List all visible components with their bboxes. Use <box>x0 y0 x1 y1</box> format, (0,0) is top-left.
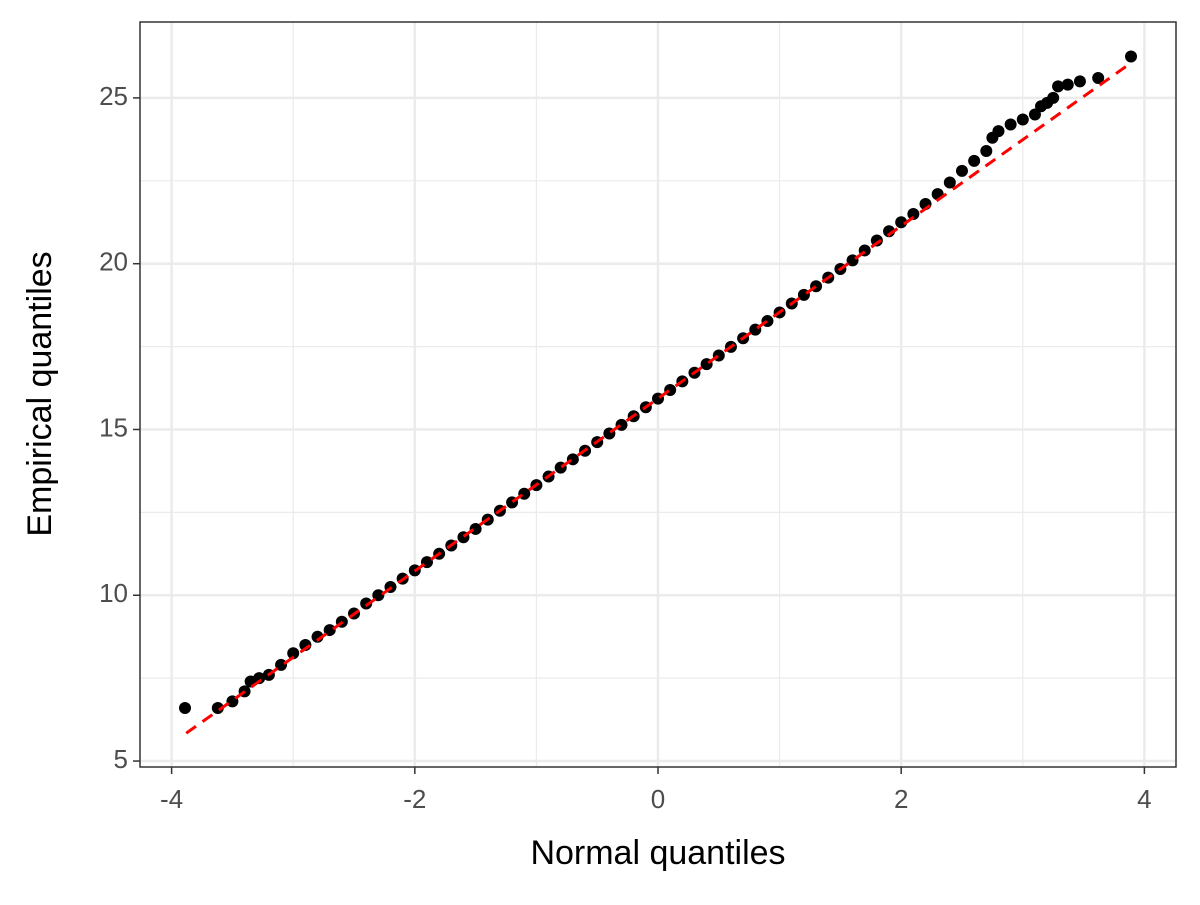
point <box>1125 50 1138 63</box>
point <box>253 672 266 685</box>
point <box>1004 118 1017 131</box>
x-tick-label: 4 <box>1137 784 1151 814</box>
point <box>1016 113 1029 126</box>
x-tick-label: 0 <box>651 784 665 814</box>
x-tick-label: -4 <box>160 784 183 814</box>
axes: -4 -2 0 2 4 5 10 15 20 25 <box>99 81 1152 814</box>
grid <box>140 22 1176 767</box>
point <box>1073 75 1086 88</box>
point <box>1028 108 1041 121</box>
point <box>178 701 191 714</box>
y-tick-label: 5 <box>114 744 128 774</box>
point <box>943 176 956 189</box>
point <box>895 216 908 229</box>
y-axis-label: Empirical quantiles <box>21 251 59 536</box>
point <box>1052 80 1065 93</box>
point <box>907 207 920 220</box>
point <box>980 144 993 157</box>
plot-marks <box>178 50 1138 735</box>
y-tick-label: 10 <box>99 578 128 608</box>
y-tick-label: 25 <box>99 81 128 111</box>
point <box>955 164 968 177</box>
point <box>992 125 1005 138</box>
point <box>469 522 482 535</box>
point <box>211 701 224 714</box>
point <box>360 597 373 610</box>
point <box>1047 91 1060 104</box>
x-tick-label: -2 <box>403 784 426 814</box>
x-axis-label: Normal quantiles <box>530 834 785 872</box>
y-tick-label: 20 <box>99 247 128 277</box>
reference-line <box>185 62 1131 735</box>
point <box>968 154 981 167</box>
y-tick-label: 15 <box>99 412 128 442</box>
x-tick-label: 2 <box>894 784 908 814</box>
point <box>1092 72 1105 85</box>
point <box>323 624 336 637</box>
point <box>275 658 288 671</box>
point <box>1061 78 1074 91</box>
point <box>287 647 300 660</box>
point <box>372 589 385 602</box>
